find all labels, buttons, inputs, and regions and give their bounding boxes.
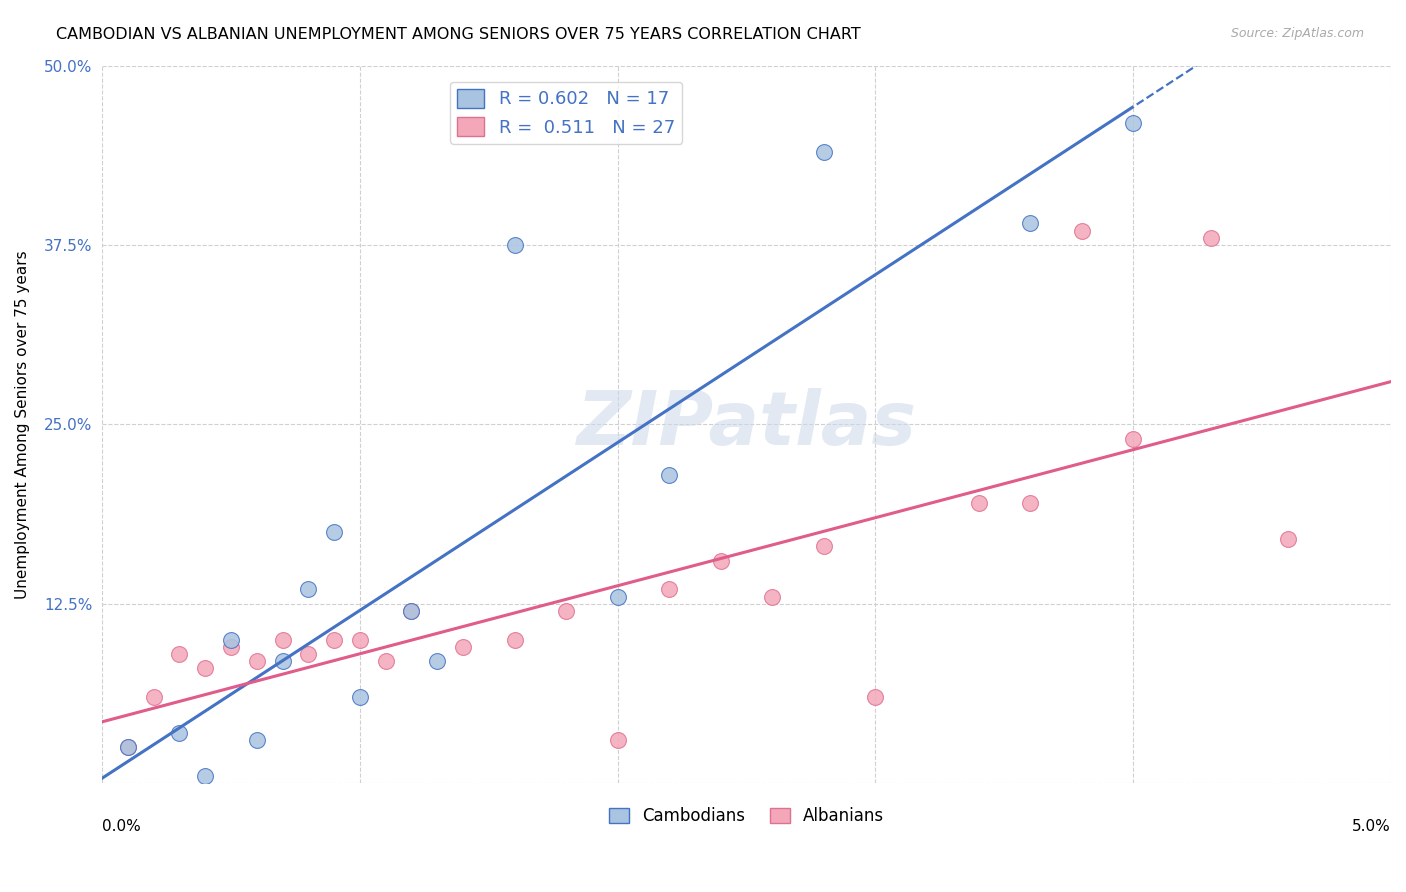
Text: 0.0%: 0.0% [103, 819, 141, 834]
Point [1122, 116, 1144, 130]
Point [246, 654, 269, 668]
Point [813, 539, 835, 553]
Point [297, 647, 319, 661]
Point [503, 238, 526, 252]
Point [1019, 216, 1042, 230]
Point [606, 590, 628, 604]
Point [967, 496, 990, 510]
Point [194, 661, 217, 675]
Point [169, 726, 191, 740]
Point [710, 554, 733, 568]
Y-axis label: Unemployment Among Seniors over 75 years: Unemployment Among Seniors over 75 years [15, 250, 30, 599]
Point [426, 654, 449, 668]
Point [658, 582, 681, 597]
Point [349, 690, 371, 704]
Point [194, 769, 217, 783]
Point [169, 647, 191, 661]
Text: ZIPatlas: ZIPatlas [576, 388, 917, 461]
Point [246, 733, 269, 747]
Text: CAMBODIAN VS ALBANIAN UNEMPLOYMENT AMONG SENIORS OVER 75 YEARS CORRELATION CHART: CAMBODIAN VS ALBANIAN UNEMPLOYMENT AMONG… [56, 27, 860, 42]
Text: Source: ZipAtlas.com: Source: ZipAtlas.com [1230, 27, 1364, 40]
Point [117, 740, 139, 755]
Point [323, 524, 346, 539]
Point [271, 654, 294, 668]
Point [555, 604, 578, 618]
Point [271, 632, 294, 647]
Point [142, 690, 165, 704]
Point [219, 640, 242, 654]
Point [606, 733, 628, 747]
Point [219, 632, 242, 647]
Point [1199, 231, 1222, 245]
Point [117, 740, 139, 755]
Point [349, 632, 371, 647]
Point [761, 590, 783, 604]
Point [451, 640, 474, 654]
Point [297, 582, 319, 597]
Point [401, 604, 423, 618]
Point [813, 145, 835, 159]
Text: 5.0%: 5.0% [1353, 819, 1391, 834]
Point [1122, 432, 1144, 446]
Point [1277, 532, 1299, 546]
Point [503, 632, 526, 647]
Legend: Cambodians, Albanians: Cambodians, Albanians [602, 801, 891, 832]
Point [658, 467, 681, 482]
Point [1070, 224, 1092, 238]
Point [1019, 496, 1042, 510]
Point [401, 604, 423, 618]
Point [374, 654, 396, 668]
Point [323, 632, 346, 647]
Point [865, 690, 887, 704]
